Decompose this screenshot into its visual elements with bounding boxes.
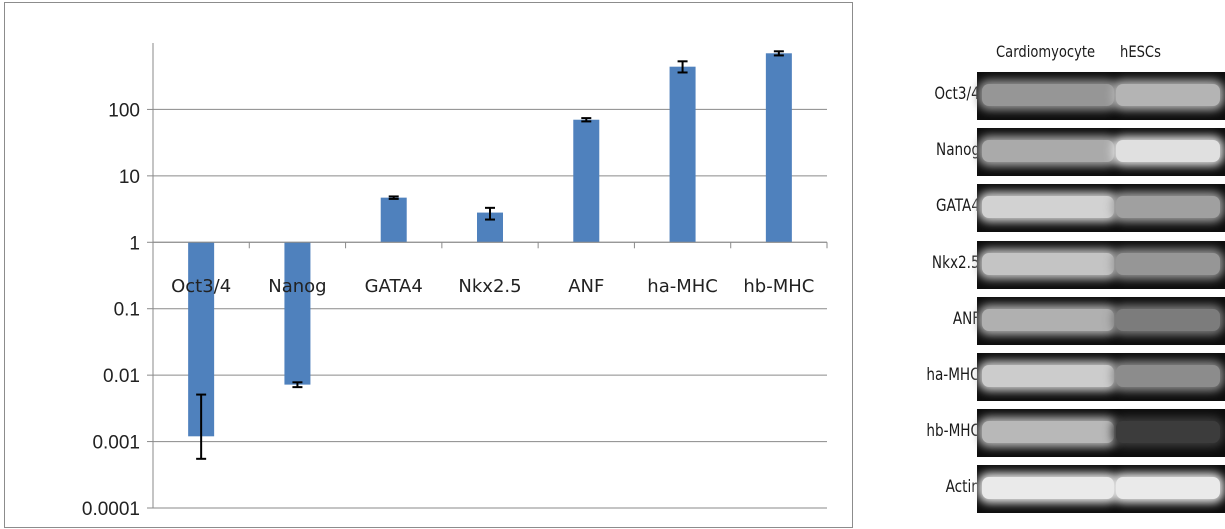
x-category-label: GATA4 xyxy=(365,276,423,297)
gel-row-label: Nanog xyxy=(935,140,980,161)
x-category-label: Nkx2.5 xyxy=(458,276,521,297)
gel-band xyxy=(1116,421,1220,444)
y-tick-label: 0.1 xyxy=(114,300,140,321)
gel-band xyxy=(982,365,1114,387)
gel-band xyxy=(1116,308,1220,331)
column-header-hescs: hESCs xyxy=(1120,42,1161,61)
y-tick-label: 0.001 xyxy=(92,433,140,454)
bar xyxy=(669,66,696,243)
y-tick-label: 100 xyxy=(108,100,140,121)
gel-row-label: Oct3/4 xyxy=(934,84,980,104)
gel-row: ANF xyxy=(870,295,1225,347)
x-category-label: Nanog xyxy=(268,276,326,297)
y-tick-label: 0.0001 xyxy=(82,499,140,520)
gel-row-label: GATA4 xyxy=(936,196,980,217)
y-tick-label: 10 xyxy=(119,167,140,188)
gel-row-label: ANF xyxy=(952,308,980,329)
gel-strip xyxy=(977,465,1225,514)
gel-row: Nkx2.5 xyxy=(870,239,1225,291)
gel-strip xyxy=(977,409,1225,458)
gel-row: Actin xyxy=(870,463,1225,515)
gel-band xyxy=(1116,140,1220,163)
bar-chart-panel: 0.0001 0.001 0.01 0.1 1 10 100 Oct3/4 Nanog GATA4… xyxy=(4,2,853,528)
bar xyxy=(765,53,792,243)
gel-band xyxy=(982,308,1114,331)
gel-band xyxy=(982,252,1114,275)
gel-band xyxy=(1116,365,1220,387)
gel-strip xyxy=(977,128,1225,177)
gel-row-label: hb-MHC xyxy=(926,421,980,442)
gel-band xyxy=(1116,252,1220,275)
gel-row-label: ha-MHC xyxy=(926,365,980,385)
bar xyxy=(380,197,407,243)
gel-strip xyxy=(977,296,1225,345)
gel-strip xyxy=(977,240,1225,289)
bar xyxy=(573,119,600,243)
x-category-label: hb-MHC xyxy=(743,276,814,297)
gel-panel: Cardiomyocyte hESCs Oct3/4 Nanog GATA4 Nkx2… xyxy=(870,0,1225,529)
column-header-cardiomyocyte: Cardiomyocyte xyxy=(996,42,1096,61)
gel-strip xyxy=(977,353,1225,401)
gel-band xyxy=(982,477,1114,500)
y-tick-label: 0.01 xyxy=(103,366,140,387)
gel-band xyxy=(982,140,1114,163)
gel-row: Nanog xyxy=(870,126,1225,178)
gel-strip xyxy=(977,72,1225,120)
y-tick-label: 1 xyxy=(129,233,140,254)
gel-band xyxy=(982,84,1114,106)
gel-band xyxy=(982,421,1114,444)
gel-strip xyxy=(977,184,1225,233)
gel-row: Oct3/4 xyxy=(870,70,1225,122)
x-category-label: ANF xyxy=(568,276,604,297)
gel-band xyxy=(1116,84,1220,106)
gel-band xyxy=(1116,477,1220,500)
gel-band xyxy=(1116,196,1220,219)
gel-row-label: Nkx2.5 xyxy=(932,252,980,273)
x-category-label: Oct3/4 xyxy=(171,276,231,297)
bar-chart: 0.0001 0.001 0.01 0.1 1 10 100 Oct3/4 Nanog GATA4… xyxy=(82,43,828,520)
gel-row: GATA4 xyxy=(870,182,1225,234)
bar xyxy=(284,242,311,385)
gel-row: ha-MHC xyxy=(870,351,1225,403)
gel-row-label: Actin xyxy=(945,477,980,498)
x-category-label: ha-MHC xyxy=(647,276,718,297)
gel-band xyxy=(982,196,1114,219)
gel-row: hb-MHC xyxy=(870,407,1225,459)
